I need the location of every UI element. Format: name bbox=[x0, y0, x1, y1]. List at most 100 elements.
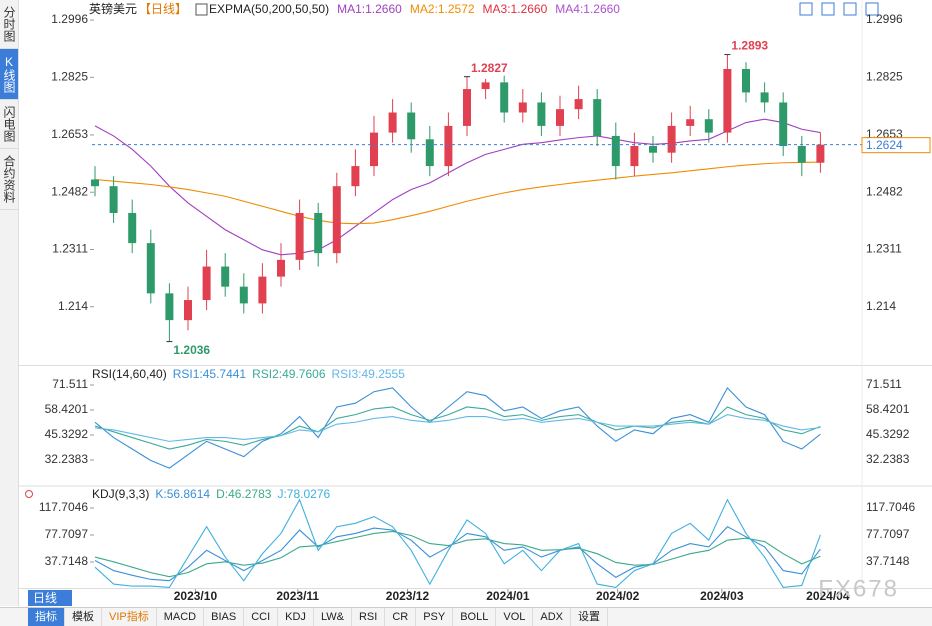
candle-body bbox=[593, 99, 602, 136]
candle-body bbox=[128, 212, 137, 244]
candle-body bbox=[221, 266, 230, 287]
side-tab[interactable]: K线图 bbox=[0, 49, 18, 100]
y-tick-label-right: 1.214 bbox=[866, 299, 896, 313]
chart: 英镑美元 【日线】 EXPMA(50,200,50,50) MA1:1.2660 MA2… bbox=[19, 0, 932, 606]
y-tick-label: 1.2482 bbox=[51, 184, 88, 198]
indicator-tab[interactable]: KDJ bbox=[278, 608, 314, 626]
indicator-legend: RSI2:49.7606 bbox=[252, 367, 326, 381]
candle-body bbox=[686, 119, 695, 126]
y-tick-label-right: 32.2383 bbox=[866, 452, 910, 466]
period: 【日线】 bbox=[139, 2, 187, 16]
indicator-tab[interactable]: 指标 bbox=[28, 608, 65, 626]
indicator-line bbox=[94, 414, 821, 442]
settings-icon bbox=[25, 490, 33, 498]
indicator-line bbox=[94, 161, 821, 225]
y-tick-label-right: 58.4201 bbox=[866, 402, 910, 416]
y-tick-label-right: 1.2825 bbox=[866, 70, 903, 84]
chart-icon bbox=[195, 3, 208, 16]
watermark: FX678 bbox=[818, 575, 899, 602]
y-tick-label-right: 1.2311 bbox=[866, 242, 902, 256]
y-tick-label-right: 1.2482 bbox=[866, 184, 903, 198]
y-tick-label: 58.4201 bbox=[45, 402, 89, 416]
y-tick-label: 77.7097 bbox=[45, 527, 89, 541]
indicator-legend: K:56.8614 bbox=[155, 487, 210, 501]
chart-header: 英镑美元 【日线】 EXPMA(50,200,50,50) MA1:1.2660 MA2… bbox=[89, 1, 620, 16]
indicator-tab[interactable]: BOLL bbox=[453, 608, 497, 626]
candle-body bbox=[425, 139, 434, 167]
candle-body bbox=[500, 82, 509, 113]
indicator-tab[interactable]: RSI bbox=[352, 608, 386, 626]
candle-body bbox=[816, 144, 825, 163]
candle-body bbox=[723, 68, 732, 133]
candle-body bbox=[630, 145, 639, 167]
candle-body bbox=[109, 186, 118, 213]
candle-body bbox=[91, 179, 99, 187]
side-tab[interactable]: 分时图 bbox=[0, 0, 18, 49]
y-tick-label: 1.2653 bbox=[51, 127, 88, 141]
y-tick-label-right: 77.7097 bbox=[866, 527, 910, 541]
candle-body bbox=[704, 119, 713, 133]
candle-body bbox=[611, 135, 620, 167]
candle-body bbox=[332, 186, 341, 254]
indicator-legend: J:78.0276 bbox=[277, 487, 330, 501]
indicator-legend: RSI3:49.2555 bbox=[332, 367, 406, 381]
candle-body bbox=[407, 112, 416, 140]
indicator-tab[interactable]: CR bbox=[385, 608, 417, 626]
candle-body bbox=[574, 99, 583, 110]
candle-body bbox=[202, 266, 211, 301]
x-tick-label: 2024/02 bbox=[596, 589, 640, 603]
indicator-tab[interactable]: BIAS bbox=[204, 608, 245, 626]
candle-body bbox=[537, 102, 546, 126]
side-tab[interactable]: 闪电图 bbox=[0, 100, 18, 149]
indicator-legend: RSI1:45.7441 bbox=[173, 367, 247, 381]
last-price-box bbox=[861, 137, 931, 154]
candle-body bbox=[556, 109, 564, 126]
indicator-legend: D:46.2783 bbox=[216, 487, 272, 501]
indicator-tab[interactable]: VOL bbox=[496, 608, 534, 626]
period-button-bg bbox=[28, 590, 72, 606]
indicator-line bbox=[94, 498, 821, 589]
indicator-tab[interactable]: 设置 bbox=[571, 608, 608, 626]
x-tick-label: 2024/01 bbox=[486, 589, 530, 603]
indicator-tab[interactable]: ADX bbox=[533, 608, 571, 626]
y-tick-label: 1.2996 bbox=[51, 12, 88, 26]
bottom-bar: 指标 模板 VIP指标 MACD BIAS CCI KDJ LW& RSI CR PSY BOLL VO… bbox=[0, 607, 932, 626]
y-tick-label: 1.2825 bbox=[51, 70, 88, 84]
indicator-line bbox=[94, 526, 821, 582]
candle-body bbox=[481, 82, 490, 90]
indicator-tab[interactable]: VIP指标 bbox=[102, 608, 157, 626]
candle-body bbox=[351, 166, 360, 187]
indicator-line bbox=[94, 406, 821, 450]
y-tick-label: 32.2383 bbox=[45, 452, 89, 466]
candle-body bbox=[760, 92, 769, 103]
candle-body bbox=[388, 112, 397, 133]
indicator-tab[interactable]: MACD bbox=[157, 608, 205, 626]
candle-body bbox=[742, 68, 750, 93]
candle-body bbox=[779, 102, 788, 146]
ma-legend: MA3:1.2660 bbox=[483, 2, 548, 16]
y-tick-label: 45.3292 bbox=[45, 427, 89, 441]
candle-body bbox=[797, 145, 806, 163]
indicator-title: KDJ(9,3,3) bbox=[92, 487, 149, 501]
y-tick-label: 37.7148 bbox=[45, 554, 89, 568]
ma-legend: MA1:1.2660 bbox=[337, 2, 402, 16]
indicator-tab[interactable]: LW& bbox=[314, 608, 352, 626]
candle-body bbox=[239, 286, 248, 304]
last-price-label: 1.2624 bbox=[866, 138, 903, 152]
y-tick-label: 1.214 bbox=[58, 299, 88, 313]
candle-body bbox=[184, 300, 192, 321]
y-tick-label: 71.511 bbox=[52, 377, 88, 391]
indicator-line bbox=[94, 386, 821, 469]
candle-body bbox=[146, 243, 155, 294]
indicator-tab[interactable]: PSY bbox=[416, 608, 454, 626]
candle-body bbox=[165, 293, 174, 321]
indicator-tab[interactable]: 模板 bbox=[65, 608, 102, 626]
symbol: 英镑美元 bbox=[89, 1, 137, 16]
candle-body bbox=[444, 125, 453, 167]
candle-body bbox=[314, 212, 323, 254]
x-tick-label: 2023/12 bbox=[386, 589, 430, 603]
indicator-tab[interactable]: CCI bbox=[244, 608, 279, 626]
side-tab[interactable]: 合约资料 bbox=[0, 149, 18, 210]
period-button: 日线 bbox=[33, 591, 57, 605]
